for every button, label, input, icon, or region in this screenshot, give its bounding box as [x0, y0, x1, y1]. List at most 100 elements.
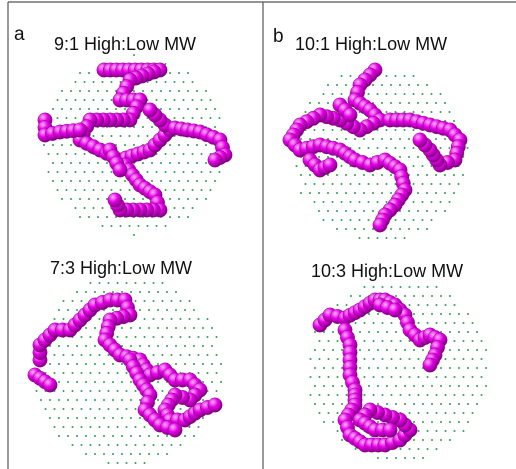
lattice-dot: [148, 309, 150, 311]
lattice-dot: [74, 153, 77, 155]
lattice-dot: [458, 313, 460, 315]
lattice-dot: [331, 219, 334, 221]
lattice-dot: [399, 376, 402, 378]
lattice-dot: [152, 318, 155, 320]
lattice-dot: [332, 403, 334, 405]
lattice-dot: [89, 426, 92, 428]
lattice-dot: [211, 363, 213, 365]
lattice-dot: [164, 153, 167, 155]
lattice-dot: [71, 444, 74, 446]
lattice-dot: [323, 367, 325, 369]
lattice-dot: [215, 390, 218, 392]
lattice-dot: [191, 153, 194, 155]
lattice-dot: [40, 399, 42, 401]
lattice-dot: [58, 381, 60, 383]
lattice-dot: [106, 180, 108, 182]
lattice-dot: [58, 309, 60, 311]
lattice-dot: [121, 453, 123, 455]
polymer-bead: [107, 192, 123, 208]
polymer-bead: [142, 102, 158, 118]
lattice-dot: [173, 207, 176, 209]
lattice-dot: [200, 153, 203, 155]
lattice-dot: [97, 90, 99, 92]
lattice-dot: [422, 295, 424, 297]
lattice-dot: [435, 174, 437, 176]
lattice-dot: [368, 313, 370, 315]
lattice-dot: [61, 162, 63, 164]
lattice-dot: [166, 309, 168, 311]
lattice-dot: [143, 426, 146, 428]
lattice-dot: [67, 363, 69, 365]
lattice-dot: [47, 153, 50, 155]
lattice-dot: [58, 345, 60, 347]
lattice-dot: [74, 117, 77, 119]
lattice-dot: [88, 108, 90, 110]
lattice-dot: [187, 108, 189, 110]
lattice-dot: [151, 162, 153, 164]
lattice-dot: [157, 435, 159, 437]
lattice-dot: [381, 322, 384, 324]
lattice-dot: [89, 354, 92, 356]
lattice-dot: [43, 144, 45, 146]
lattice-dot: [88, 90, 90, 92]
lattice-dot: [439, 93, 442, 95]
lattice-dot: [184, 345, 186, 347]
lattice-dot: [304, 183, 307, 185]
lattice-dot: [381, 102, 383, 104]
lattice-dot: [130, 417, 132, 419]
lattice-dot: [121, 381, 123, 383]
lattice-dot: [327, 84, 329, 86]
lattice-dot: [134, 390, 137, 392]
lattice-dot: [169, 198, 171, 200]
lattice-dot: [395, 385, 397, 387]
lattice-dot: [137, 135, 140, 137]
lattice-dot: [173, 99, 176, 101]
lattice-dot: [466, 147, 469, 149]
lattice-dot: [97, 108, 99, 110]
lattice-dot: [128, 225, 131, 227]
lattice-dot: [205, 90, 207, 92]
lattice-dot: [197, 336, 200, 338]
lattice-dot: [345, 210, 347, 212]
lattice-dot: [413, 439, 415, 441]
lattice-dot: [354, 322, 357, 324]
lattice-dot: [368, 385, 370, 387]
lattice-dot: [336, 430, 339, 432]
lattice-dot: [173, 189, 176, 191]
polymer-bead: [72, 122, 88, 138]
lattice-dot: [417, 174, 419, 176]
lattice-dot: [363, 322, 366, 324]
polymer-chain: [312, 292, 448, 453]
lattice-dot: [49, 399, 51, 401]
lattice-dot: [430, 93, 433, 95]
lattice-dot: [191, 207, 194, 209]
lattice-dot: [125, 408, 128, 410]
lattice-dot: [61, 108, 63, 110]
lattice-dot: [367, 201, 370, 203]
lattice-dot: [404, 385, 406, 387]
lattice-dot: [83, 153, 86, 155]
lattice-dot: [390, 340, 393, 342]
lattice-dot: [148, 453, 150, 455]
lattice-dot: [295, 165, 298, 167]
lattice-dot: [61, 198, 63, 200]
lattice-dot: [363, 358, 366, 360]
plot-title-10-3: 10:3 High:Low MW: [311, 261, 463, 281]
lattice-dot: [453, 304, 456, 306]
lattice-dot: [94, 453, 96, 455]
lattice-dot: [166, 345, 168, 347]
lattice-dot: [94, 363, 96, 365]
lattice-dot: [179, 336, 182, 338]
lattice-dot: [218, 171, 221, 173]
lattice-dot: [71, 408, 74, 410]
lattice-dot: [187, 216, 189, 218]
lattice-dot: [164, 99, 167, 101]
lattice-dot: [430, 219, 433, 221]
lattice-dot: [309, 102, 311, 104]
lattice-dot: [359, 367, 361, 369]
lattice-dot: [142, 162, 144, 164]
lattice-dot: [440, 421, 442, 423]
lattice-dot: [164, 63, 167, 65]
lattice-dot: [408, 376, 411, 378]
lattice-dot: [449, 439, 451, 441]
